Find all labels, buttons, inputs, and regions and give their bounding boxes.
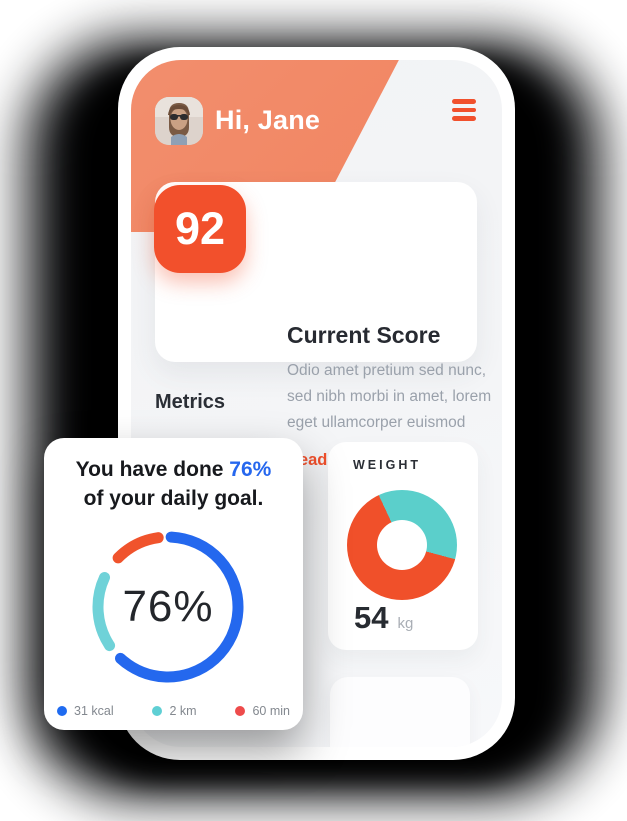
legend-item-min: 60 min [235, 704, 290, 718]
daily-goal-card: You have done 76% of your daily goal. 76… [44, 438, 303, 730]
hamburger-bar [452, 116, 476, 121]
weight-donut-chart [347, 490, 457, 600]
goal-title-prefix: You have done [75, 458, 230, 481]
next-metric-card-partial [330, 677, 470, 747]
score-badge: 92 [154, 185, 246, 273]
legend-label: 31 kcal [74, 704, 114, 718]
hamburger-bar [452, 107, 476, 113]
legend-label: 60 min [252, 704, 290, 718]
weight-card[interactable]: WEIGHT 54 kg [328, 442, 478, 650]
ring-arc-teal [92, 531, 244, 683]
ring-arc-orange [92, 531, 244, 683]
weight-value: 54 [354, 600, 389, 635]
avatar[interactable] [155, 97, 203, 145]
legend-label: 2 km [169, 704, 197, 718]
score-card-title: Current Score [287, 322, 441, 348]
goal-legend: 31 kcal 2 km 60 min [44, 704, 303, 718]
score-value: 92 [174, 203, 226, 254]
ring-arc-blue [92, 531, 244, 683]
legend-item-km: 2 km [152, 704, 197, 718]
hamburger-bar [452, 99, 476, 104]
phone-frame: Hi, Jane Current Score Odio amet pretium… [118, 47, 515, 760]
legend-dot-teal [152, 706, 163, 716]
legend-item-kcal: 31 kcal [57, 704, 114, 718]
goal-card-title: You have done 76% of your daily goal. [44, 455, 303, 513]
goal-percent-value: 76% [122, 582, 214, 631]
weight-unit: kg [397, 615, 414, 632]
legend-dot-blue [57, 706, 67, 716]
hamburger-menu-icon[interactable] [452, 99, 476, 121]
metrics-heading: Metrics [155, 391, 226, 413]
weight-card-title: WEIGHT [353, 458, 421, 472]
legend-dot-red [235, 706, 246, 716]
goal-progress-ring: 76% [88, 527, 248, 687]
goal-title-percent: 76% [229, 458, 272, 481]
goal-title-line2: of your daily goal. [83, 487, 264, 510]
greeting-text: Hi, Jane [215, 105, 321, 135]
avatar-photo-placeholder [155, 97, 203, 145]
phone-screen: Hi, Jane Current Score Odio amet pretium… [131, 60, 502, 747]
score-card-body: Odio amet pretium sed nunc, sed nibh mor… [287, 362, 492, 431]
